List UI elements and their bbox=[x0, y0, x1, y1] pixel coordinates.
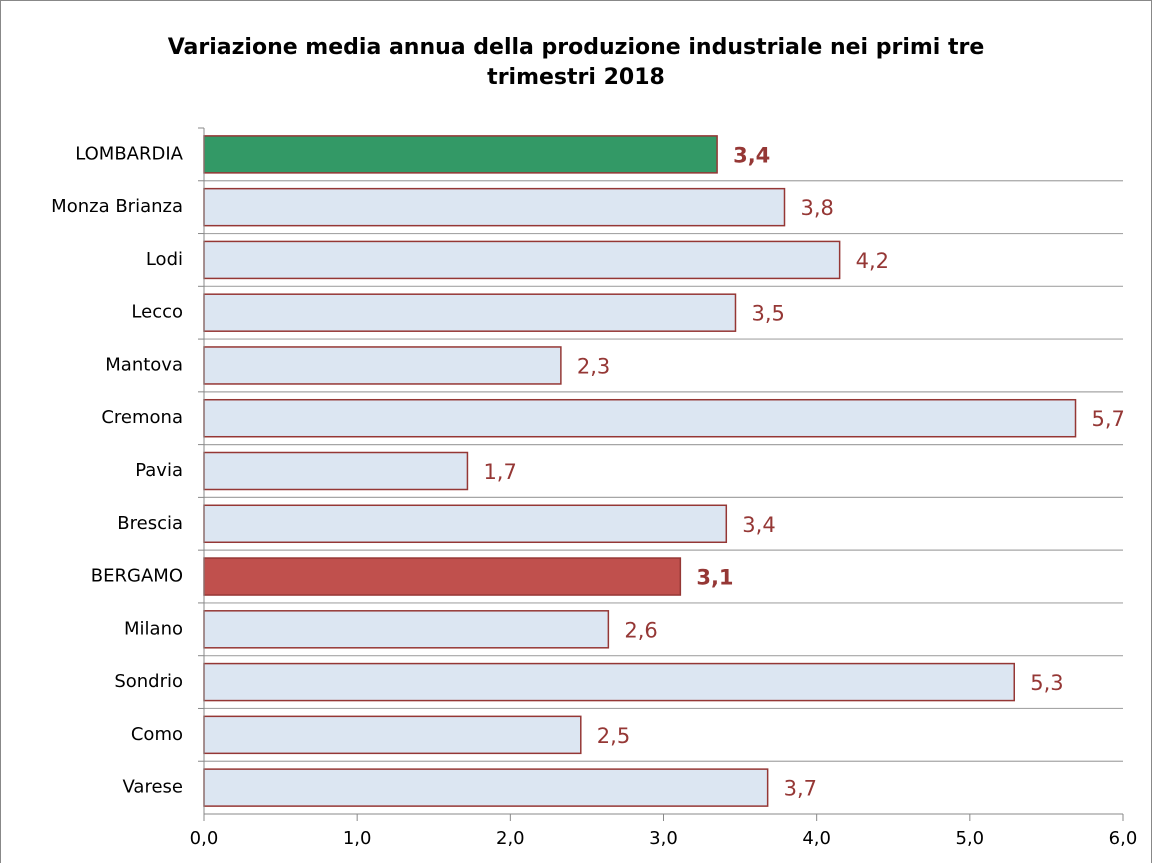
bar bbox=[203, 293, 737, 332]
bar bbox=[203, 768, 769, 807]
category-label: Como bbox=[131, 724, 183, 745]
value-label: 3,1 bbox=[696, 566, 733, 590]
x-tick-label: 5,0 bbox=[956, 828, 985, 849]
value-label: 3,8 bbox=[801, 196, 834, 220]
value-label: 4,2 bbox=[856, 249, 889, 273]
chart-title: Variazione media annua della produzione … bbox=[168, 35, 985, 90]
value-label: 3,4 bbox=[733, 143, 770, 167]
category-label: Varese bbox=[123, 777, 183, 798]
bar bbox=[203, 451, 469, 491]
bar bbox=[203, 187, 786, 227]
value-label: 3,7 bbox=[784, 777, 817, 801]
bar bbox=[203, 135, 718, 174]
value-label: 2,3 bbox=[577, 354, 610, 378]
value-label: 2,6 bbox=[624, 618, 657, 642]
bar bbox=[203, 346, 562, 385]
bar bbox=[203, 610, 610, 649]
x-tick-label: 3,0 bbox=[649, 828, 678, 849]
category-label: Milano bbox=[124, 618, 183, 639]
bar bbox=[203, 504, 728, 544]
bar bbox=[203, 557, 682, 596]
bar bbox=[203, 662, 1016, 702]
category-label: Pavia bbox=[135, 460, 183, 481]
category-label: Mantova bbox=[105, 354, 183, 375]
bar bbox=[203, 715, 582, 755]
x-tick-label: 2,0 bbox=[496, 828, 525, 849]
bar bbox=[203, 398, 1077, 438]
value-label: 5,7 bbox=[1092, 407, 1125, 431]
x-tick-label: 1,0 bbox=[343, 828, 372, 849]
category-label: Sondrio bbox=[114, 671, 183, 692]
value-label: 1,7 bbox=[483, 460, 516, 484]
category-label: Monza Brianza bbox=[51, 196, 183, 217]
chart-title-text: Variazione media annua della produzione … bbox=[168, 35, 985, 90]
value-label: 5,3 bbox=[1030, 671, 1063, 695]
value-label: 3,5 bbox=[751, 302, 784, 326]
category-label: LOMBARDIA bbox=[75, 143, 183, 164]
category-label: Lodi bbox=[146, 249, 183, 270]
x-tick-label: 4,0 bbox=[802, 828, 831, 849]
category-label: Lecco bbox=[131, 302, 183, 323]
category-label: Brescia bbox=[117, 513, 183, 534]
x-tick-label: 0,0 bbox=[190, 828, 219, 849]
x-tick-label: 6,0 bbox=[1109, 828, 1138, 849]
category-label: Cremona bbox=[101, 407, 183, 428]
value-label: 3,4 bbox=[742, 513, 775, 537]
bar bbox=[203, 240, 841, 280]
value-label: 2,5 bbox=[597, 724, 630, 748]
category-label: BERGAMO bbox=[91, 566, 183, 587]
